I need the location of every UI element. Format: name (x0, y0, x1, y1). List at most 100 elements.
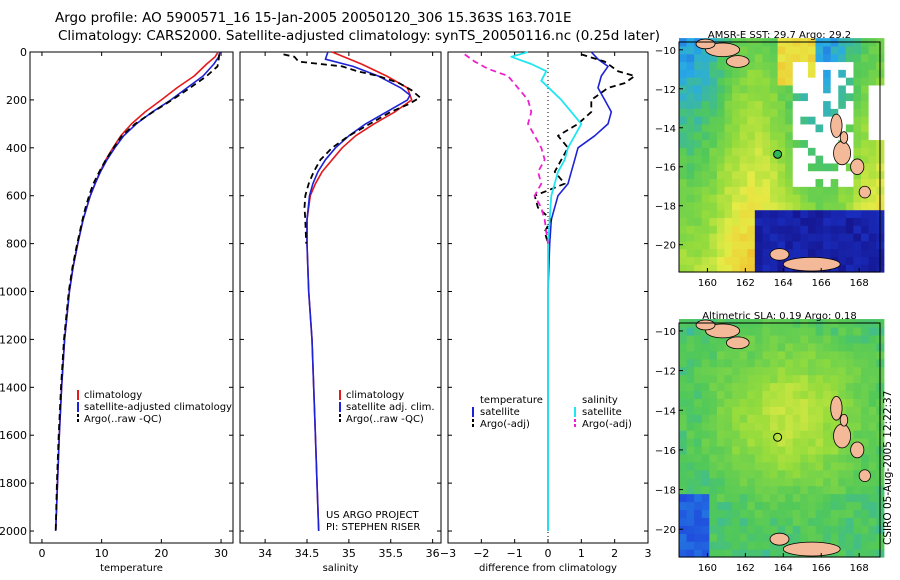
map-cell (754, 264, 764, 273)
map-cell (853, 422, 862, 431)
map-cell (800, 438, 809, 447)
map-cell (792, 445, 801, 455)
map-cell (861, 541, 870, 550)
map-cell (807, 326, 817, 336)
map-cell (830, 326, 839, 336)
map-cell (701, 256, 710, 265)
map-cell (815, 414, 824, 423)
map-cell (762, 366, 771, 376)
map-cell (747, 461, 756, 471)
map-cell (845, 53, 855, 63)
map-cell (754, 100, 764, 109)
temperature-legend-label: satellite-adjusted climatology (84, 402, 232, 413)
map-cell (807, 123, 817, 133)
map-cell (679, 139, 688, 148)
map-cell (785, 84, 794, 94)
map-cell (792, 123, 801, 133)
map-cell (709, 116, 718, 125)
map-cell (815, 350, 824, 360)
map-cell (838, 170, 847, 180)
map-cell (861, 61, 870, 70)
map-cell (762, 334, 771, 344)
map-cell (853, 108, 862, 117)
map-cell (861, 509, 870, 518)
map-cell (830, 382, 839, 392)
map-cell (694, 53, 703, 63)
map-cell (732, 209, 741, 219)
map-cell (785, 162, 794, 172)
map-cell (747, 453, 756, 463)
map-cell (701, 240, 710, 250)
map-cell (732, 422, 741, 431)
sla-map-title: Altimetric SLA: 0.19 Argo: 0.18 (702, 311, 857, 322)
map-cell (762, 414, 771, 423)
map-cell (732, 69, 741, 78)
map-cell (716, 445, 726, 455)
map-cell (830, 422, 839, 431)
map-cell (679, 493, 688, 503)
map-cell (807, 382, 817, 392)
map-cell (686, 240, 695, 250)
map-cell (686, 541, 695, 550)
map-cell (686, 178, 695, 187)
map-cell (845, 264, 855, 273)
map-cell (861, 264, 870, 273)
map-cell (754, 84, 764, 94)
map-cell (739, 501, 748, 511)
map-cell (868, 217, 877, 226)
map-cell (732, 131, 741, 141)
map-cell (845, 422, 855, 431)
map-cell (732, 501, 741, 511)
map-cell (679, 201, 688, 211)
temperature-x-tick-label: 20 (154, 547, 168, 560)
map-cell (868, 100, 877, 109)
map-cell (838, 382, 847, 392)
map-cell (868, 398, 877, 407)
map-cell (838, 209, 847, 219)
map-cell (709, 248, 718, 258)
map-cell (709, 84, 718, 94)
map-cell (845, 406, 855, 415)
sst-map-x-tick-label: 164 (774, 278, 793, 289)
map-cell (785, 225, 794, 234)
map-cell (853, 92, 862, 102)
map-cell (716, 398, 726, 407)
sst-map-y-tick-label: −16 (655, 163, 676, 174)
map-cell (800, 493, 809, 503)
depth-tick-label: 600 (6, 190, 27, 203)
map-cell (861, 422, 870, 431)
map-cell (792, 326, 801, 336)
map-cell (861, 398, 870, 407)
map-cell (716, 541, 726, 550)
map-cell (830, 525, 839, 534)
map-cell (762, 326, 771, 336)
map-cell (770, 240, 779, 250)
map-cell (762, 84, 771, 94)
map-cell (701, 445, 710, 455)
map-cell (868, 147, 877, 156)
sst-map-island (769, 248, 790, 261)
map-cell (679, 350, 688, 360)
map-cell (853, 217, 862, 226)
map-cell (838, 45, 847, 55)
map-cell (770, 77, 779, 86)
map-cell (716, 194, 726, 203)
map-cell (716, 350, 726, 360)
map-cell (739, 162, 748, 172)
map-cell (792, 209, 801, 219)
map-cell (868, 350, 877, 360)
map-cell (823, 501, 832, 511)
map-cell (861, 201, 870, 211)
map-cell (785, 390, 794, 399)
map-cell (845, 366, 855, 376)
map-cell (868, 525, 877, 534)
map-cell (739, 139, 748, 148)
map-cell (868, 178, 877, 187)
map-cell (792, 147, 801, 156)
map-cell (800, 77, 809, 86)
map-cell (823, 116, 832, 125)
map-cell (716, 406, 726, 415)
map-cell (823, 517, 832, 526)
map-cell (679, 438, 688, 447)
map-cell (853, 147, 862, 156)
